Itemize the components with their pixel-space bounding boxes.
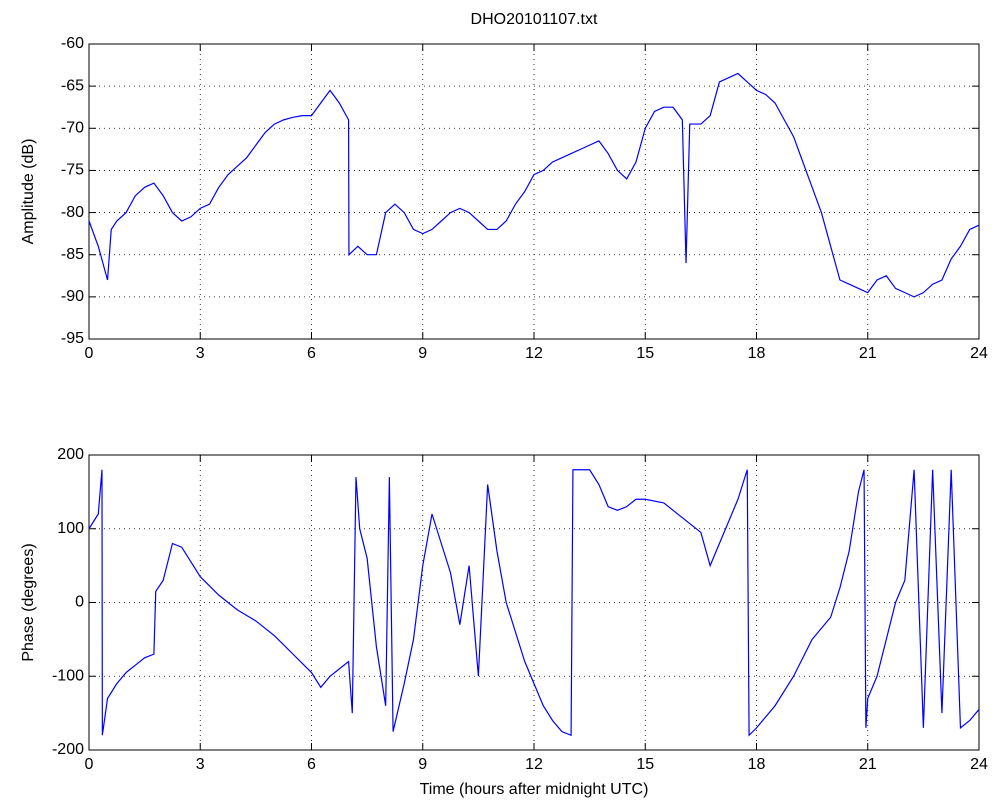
y-tick-label: -65	[61, 77, 84, 94]
y-tick-label: -60	[61, 35, 84, 52]
y-tick-label: -70	[61, 120, 84, 137]
y-tick-label: 100	[57, 520, 84, 537]
x-tick-label: 21	[859, 756, 877, 773]
y-tick-label: -100	[52, 667, 84, 684]
x-tick-label: 24	[970, 345, 988, 362]
y-tick-label: -75	[61, 162, 84, 179]
x-tick-label: 15	[636, 345, 654, 362]
x-tick-label: 12	[525, 756, 543, 773]
x-tick-label: 18	[748, 756, 766, 773]
y-tick-label: 200	[57, 446, 84, 463]
x-tick-label: 6	[307, 345, 316, 362]
x-tick-label: 12	[525, 345, 543, 362]
x-tick-label: 18	[748, 345, 766, 362]
y-tick-label: -90	[61, 288, 84, 305]
y-tick-label: -95	[61, 330, 84, 347]
y-axis-label: Amplitude (dB)	[20, 139, 37, 245]
plot-frame	[88, 454, 980, 751]
x-tick-label: 3	[196, 345, 205, 362]
y-tick-label: -80	[61, 204, 84, 221]
y-axis-label: Phase (degrees)	[20, 543, 37, 661]
chart-title: DHO20101107.txt	[471, 11, 598, 28]
data-line	[88, 72, 980, 298]
x-tick-label: 0	[85, 756, 94, 773]
x-tick-label: 6	[307, 756, 316, 773]
x-tick-label: 9	[418, 756, 427, 773]
plot-frame	[88, 43, 980, 340]
x-tick-label: 15	[636, 756, 654, 773]
data-line	[88, 469, 980, 737]
y-tick-label: -200	[52, 741, 84, 758]
x-tick-label: 21	[859, 345, 877, 362]
y-tick-label: -85	[61, 246, 84, 263]
x-tick-label: 3	[196, 756, 205, 773]
x-tick-label: 9	[418, 345, 427, 362]
x-tick-label: 24	[970, 756, 988, 773]
x-axis-label: Time (hours after midnight UTC)	[420, 781, 649, 798]
y-tick-label: 0	[75, 594, 84, 611]
x-tick-label: 0	[85, 345, 94, 362]
